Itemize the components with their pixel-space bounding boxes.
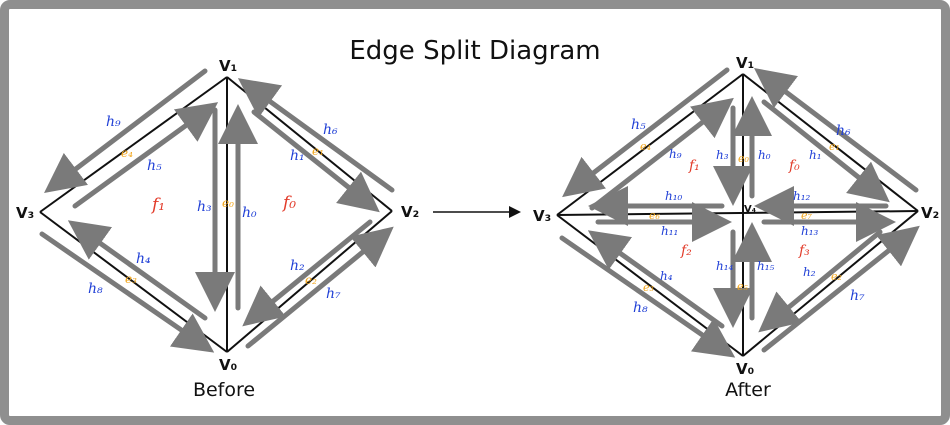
after-label-e7: e₇: [801, 209, 813, 222]
after-vertex-labels: V₁ V₂ V₃ V₀ V₄: [533, 54, 939, 378]
after-edge-labels: e₄ e₀ e₁ e₆ e₇ e₅ e₃ e₂: [640, 140, 842, 294]
after-label-e4: e₄: [640, 140, 651, 153]
after-label-h7: h₇: [850, 288, 865, 304]
after-label-h1: h₁: [809, 148, 822, 162]
after-vertex-v1: V₁: [736, 54, 754, 72]
after-label-h2: h₂: [803, 265, 816, 279]
caption-after: After: [725, 379, 771, 401]
after-face-labels: f₁ f₀ f₂ f₃: [680, 158, 810, 259]
after-edge-line-v3-v2: [556, 210, 919, 216]
after-label-h9: h₉: [669, 147, 682, 161]
after-label-e2: e₂: [831, 270, 842, 283]
before-label-h5: h₅: [147, 158, 162, 174]
before-arrow-h1: [251, 109, 380, 213]
before-label-f1: f₁: [150, 195, 165, 215]
before-vertex-v3: V₃: [16, 204, 34, 222]
before-arrow-h2: [242, 219, 373, 327]
before-vertex-v2: V₂: [401, 203, 419, 221]
after-arrow-h8: [559, 235, 736, 358]
after-label-f2: f₂: [680, 243, 692, 259]
after-vertex-v0: V₀: [736, 360, 754, 378]
after-arrow-h2: [758, 229, 883, 333]
after-edge-line-v2-v0: [742, 210, 919, 357]
after-vertex-v3: V₃: [533, 207, 551, 225]
before-edge-line-v3-v1: [39, 76, 228, 213]
after-halfedge-labels: h₅ h₉ h₃ h₀ h₁ h₆ h₁₀ h₁₂ h₁₁ h₁₃ h₁₄ h₁…: [631, 117, 865, 316]
after-vertex-v2: V₂: [921, 204, 939, 222]
after-arrow-h6: [754, 67, 919, 193]
before-face-labels: f₁ f₀: [150, 193, 296, 215]
before-label-h4: h₄: [136, 251, 151, 267]
before-arrow-h8: [39, 231, 215, 353]
before-label-h9: h₉: [106, 114, 121, 130]
after-label-f0: f₀: [788, 158, 800, 174]
after-label-h5: h₅: [631, 117, 646, 133]
after-label-h3: h₃: [716, 148, 729, 162]
before-label-e4: e₄: [121, 146, 133, 160]
before-label-h2: h₂: [290, 258, 305, 274]
before-label-e2: e₂: [305, 273, 317, 287]
before-label-h6: h₆: [323, 122, 338, 138]
before-label-h8: h₈: [88, 281, 103, 297]
after-label-f1: f₁: [688, 158, 700, 174]
before-label-e3: e₃: [125, 272, 137, 286]
before-diagram: V₁ V₂ V₃ V₀ h₉ h₅ h₃ h₀ h₆ h₁ h₂ h₇ h₄ h…: [16, 57, 419, 374]
after-label-e0: e₀: [738, 152, 750, 165]
before-arrow-h4: [67, 220, 208, 321]
before-halfedge-labels: h₉ h₅ h₃ h₀ h₆ h₁ h₂ h₇ h₄ h₈: [88, 114, 341, 302]
after-vertex-v4: V₄: [744, 204, 756, 215]
before-label-h0: h₀: [242, 205, 257, 221]
before-label-h1: h₁: [290, 148, 305, 164]
after-label-h14: h₁₄: [716, 259, 734, 273]
before-arrow-h7: [245, 226, 394, 349]
before-label-h7: h₇: [326, 286, 341, 302]
after-label-h4: h₄: [660, 269, 673, 283]
after-arrow-h1: [761, 99, 890, 203]
after-halfedge-arrows: [559, 67, 920, 358]
before-edge-line-v1-v2: [226, 76, 393, 212]
before-halfedge-arrows: [39, 68, 395, 353]
after-label-h15: h₁₅: [757, 259, 775, 273]
after-label-h11: h₁₁: [661, 224, 678, 238]
before-arrow-h9: [44, 68, 208, 194]
before-label-h3: h₃: [197, 199, 212, 215]
before-arrow-h6: [237, 78, 395, 193]
after-label-h0: h₀: [758, 148, 771, 162]
before-vertex-v1: V₁: [219, 57, 237, 75]
after-label-h8: h₈: [633, 300, 648, 316]
after-label-h6: h₆: [836, 123, 851, 139]
after-label-h13: h₁₃: [801, 224, 819, 238]
before-label-e1: e₁: [312, 144, 324, 158]
after-label-h12: h₁₂: [793, 189, 811, 203]
after-label-e5: e₅: [737, 280, 749, 293]
before-label-e0: e₀: [222, 196, 234, 210]
before-vertex-labels: V₁ V₂ V₃ V₀: [16, 57, 419, 374]
after-arrow-h5: [562, 67, 730, 198]
after-mesh-edges: [556, 73, 919, 357]
after-label-e1: e₁: [829, 140, 840, 153]
after-label-h10: h₁₀: [665, 189, 683, 203]
before-label-f0: f₀: [281, 193, 296, 213]
after-label-e3: e₃: [643, 281, 654, 294]
after-arrow-h7: [761, 225, 920, 353]
after-label-e6: e₆: [649, 209, 661, 222]
after-label-f3: f₃: [798, 243, 810, 259]
before-arrow-h5: [72, 102, 219, 209]
before-vertex-v0: V₀: [219, 356, 237, 374]
after-diagram: V₁ V₂ V₃ V₀ V₄ h₅ h₉ h₃ h₀ h₁ h₆ h₁₀ h₁₂…: [533, 54, 939, 378]
caption-before: Before: [192, 379, 256, 401]
diagram-title: Edge Split Diagram: [349, 36, 601, 66]
after-arrow-h4: [587, 230, 725, 329]
before-edge-labels: e₄ e₀ e₁ e₂ e₃: [121, 144, 324, 287]
